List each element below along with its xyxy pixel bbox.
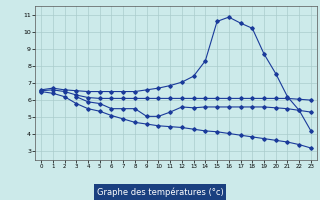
Text: Graphe des températures (°c): Graphe des températures (°c) [97,187,223,197]
